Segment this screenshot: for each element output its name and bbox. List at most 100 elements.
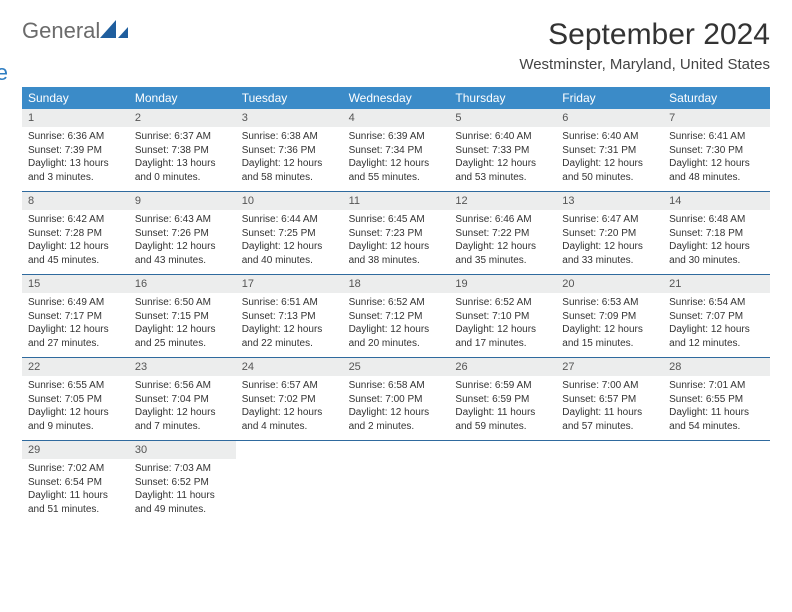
day-number: 29 bbox=[22, 441, 129, 459]
day-cell: 18Sunrise: 6:52 AMSunset: 7:12 PMDayligh… bbox=[343, 275, 450, 357]
sunrise-text: Sunrise: 6:57 AM bbox=[242, 379, 337, 393]
weekday-tuesday: Tuesday bbox=[236, 87, 343, 109]
daylight-text: Daylight: 11 hours and 51 minutes. bbox=[28, 489, 123, 516]
sunrise-text: Sunrise: 6:51 AM bbox=[242, 296, 337, 310]
day-cell: 26Sunrise: 6:59 AMSunset: 6:59 PMDayligh… bbox=[449, 358, 556, 440]
daylight-text: Daylight: 12 hours and 58 minutes. bbox=[242, 157, 337, 184]
weekday-saturday: Saturday bbox=[663, 87, 770, 109]
day-number: 18 bbox=[343, 275, 450, 293]
sunset-text: Sunset: 7:12 PM bbox=[349, 310, 444, 324]
month-title: September 2024 bbox=[519, 18, 770, 52]
daylight-text: Daylight: 12 hours and 45 minutes. bbox=[28, 240, 123, 267]
sunset-text: Sunset: 7:33 PM bbox=[455, 144, 550, 158]
day-number: 6 bbox=[556, 109, 663, 127]
weekday-monday: Monday bbox=[129, 87, 236, 109]
daylight-text: Daylight: 12 hours and 20 minutes. bbox=[349, 323, 444, 350]
day-details: Sunrise: 6:41 AMSunset: 7:30 PMDaylight:… bbox=[663, 127, 770, 190]
day-details: Sunrise: 6:53 AMSunset: 7:09 PMDaylight:… bbox=[556, 293, 663, 356]
day-number: 8 bbox=[22, 192, 129, 210]
day-number: 16 bbox=[129, 275, 236, 293]
day-number: 30 bbox=[129, 441, 236, 459]
sunset-text: Sunset: 7:25 PM bbox=[242, 227, 337, 241]
day-details: Sunrise: 6:59 AMSunset: 6:59 PMDaylight:… bbox=[449, 376, 556, 439]
day-number: 26 bbox=[449, 358, 556, 376]
day-cell bbox=[343, 441, 450, 523]
sunrise-text: Sunrise: 6:58 AM bbox=[349, 379, 444, 393]
week-row: 1Sunrise: 6:36 AMSunset: 7:39 PMDaylight… bbox=[22, 109, 770, 192]
sunrise-text: Sunrise: 6:36 AM bbox=[28, 130, 123, 144]
logo-sail-icon bbox=[100, 20, 130, 40]
sunrise-text: Sunrise: 6:59 AM bbox=[455, 379, 550, 393]
sunrise-text: Sunrise: 6:46 AM bbox=[455, 213, 550, 227]
weekday-friday: Friday bbox=[556, 87, 663, 109]
daylight-text: Daylight: 12 hours and 17 minutes. bbox=[455, 323, 550, 350]
day-details: Sunrise: 6:55 AMSunset: 7:05 PMDaylight:… bbox=[22, 376, 129, 439]
sunset-text: Sunset: 7:10 PM bbox=[455, 310, 550, 324]
daylight-text: Daylight: 12 hours and 4 minutes. bbox=[242, 406, 337, 433]
sunrise-text: Sunrise: 6:38 AM bbox=[242, 130, 337, 144]
sunset-text: Sunset: 6:55 PM bbox=[669, 393, 764, 407]
day-cell: 3Sunrise: 6:38 AMSunset: 7:36 PMDaylight… bbox=[236, 109, 343, 191]
day-cell: 21Sunrise: 6:54 AMSunset: 7:07 PMDayligh… bbox=[663, 275, 770, 357]
day-cell: 22Sunrise: 6:55 AMSunset: 7:05 PMDayligh… bbox=[22, 358, 129, 440]
daylight-text: Daylight: 11 hours and 59 minutes. bbox=[455, 406, 550, 433]
day-number: 3 bbox=[236, 109, 343, 127]
day-details: Sunrise: 7:01 AMSunset: 6:55 PMDaylight:… bbox=[663, 376, 770, 439]
day-number: 13 bbox=[556, 192, 663, 210]
day-number: 14 bbox=[663, 192, 770, 210]
day-cell: 15Sunrise: 6:49 AMSunset: 7:17 PMDayligh… bbox=[22, 275, 129, 357]
weekday-wednesday: Wednesday bbox=[343, 87, 450, 109]
daylight-text: Daylight: 13 hours and 0 minutes. bbox=[135, 157, 230, 184]
title-block: September 2024 Westminster, Maryland, Un… bbox=[519, 18, 770, 73]
daylight-text: Daylight: 12 hours and 22 minutes. bbox=[242, 323, 337, 350]
day-details: Sunrise: 6:52 AMSunset: 7:12 PMDaylight:… bbox=[343, 293, 450, 356]
sunset-text: Sunset: 7:39 PM bbox=[28, 144, 123, 158]
sunrise-text: Sunrise: 6:56 AM bbox=[135, 379, 230, 393]
sunset-text: Sunset: 7:02 PM bbox=[242, 393, 337, 407]
sunset-text: Sunset: 7:22 PM bbox=[455, 227, 550, 241]
day-details: Sunrise: 6:49 AMSunset: 7:17 PMDaylight:… bbox=[22, 293, 129, 356]
weekday-header-row: Sunday Monday Tuesday Wednesday Thursday… bbox=[22, 87, 770, 109]
sunrise-text: Sunrise: 6:49 AM bbox=[28, 296, 123, 310]
day-details: Sunrise: 7:02 AMSunset: 6:54 PMDaylight:… bbox=[22, 459, 129, 522]
week-row: 8Sunrise: 6:42 AMSunset: 7:28 PMDaylight… bbox=[22, 192, 770, 275]
sunrise-text: Sunrise: 6:53 AM bbox=[562, 296, 657, 310]
day-number: 9 bbox=[129, 192, 236, 210]
day-details: Sunrise: 6:42 AMSunset: 7:28 PMDaylight:… bbox=[22, 210, 129, 273]
day-cell: 7Sunrise: 6:41 AMSunset: 7:30 PMDaylight… bbox=[663, 109, 770, 191]
sunset-text: Sunset: 6:59 PM bbox=[455, 393, 550, 407]
day-details: Sunrise: 6:57 AMSunset: 7:02 PMDaylight:… bbox=[236, 376, 343, 439]
sunrise-text: Sunrise: 6:39 AM bbox=[349, 130, 444, 144]
daylight-text: Daylight: 11 hours and 49 minutes. bbox=[135, 489, 230, 516]
sunrise-text: Sunrise: 6:52 AM bbox=[349, 296, 444, 310]
day-details: Sunrise: 6:58 AMSunset: 7:00 PMDaylight:… bbox=[343, 376, 450, 439]
day-number: 19 bbox=[449, 275, 556, 293]
sunset-text: Sunset: 7:18 PM bbox=[669, 227, 764, 241]
day-details: Sunrise: 6:54 AMSunset: 7:07 PMDaylight:… bbox=[663, 293, 770, 356]
day-number: 10 bbox=[236, 192, 343, 210]
day-number: 25 bbox=[343, 358, 450, 376]
day-number: 27 bbox=[556, 358, 663, 376]
daylight-text: Daylight: 12 hours and 15 minutes. bbox=[562, 323, 657, 350]
sunset-text: Sunset: 7:30 PM bbox=[669, 144, 764, 158]
day-cell bbox=[236, 441, 343, 523]
week-row: 29Sunrise: 7:02 AMSunset: 6:54 PMDayligh… bbox=[22, 441, 770, 523]
weeks-container: 1Sunrise: 6:36 AMSunset: 7:39 PMDaylight… bbox=[22, 109, 770, 523]
weekday-sunday: Sunday bbox=[22, 87, 129, 109]
day-details: Sunrise: 6:45 AMSunset: 7:23 PMDaylight:… bbox=[343, 210, 450, 273]
sunrise-text: Sunrise: 6:41 AM bbox=[669, 130, 764, 144]
calendar-page: General Blue September 2024 Westminster,… bbox=[0, 0, 792, 541]
week-row: 22Sunrise: 6:55 AMSunset: 7:05 PMDayligh… bbox=[22, 358, 770, 441]
sunset-text: Sunset: 7:20 PM bbox=[562, 227, 657, 241]
day-cell: 1Sunrise: 6:36 AMSunset: 7:39 PMDaylight… bbox=[22, 109, 129, 191]
sunrise-text: Sunrise: 6:42 AM bbox=[28, 213, 123, 227]
day-cell: 5Sunrise: 6:40 AMSunset: 7:33 PMDaylight… bbox=[449, 109, 556, 191]
day-details: Sunrise: 6:47 AMSunset: 7:20 PMDaylight:… bbox=[556, 210, 663, 273]
sunrise-text: Sunrise: 6:47 AM bbox=[562, 213, 657, 227]
sunset-text: Sunset: 6:57 PM bbox=[562, 393, 657, 407]
day-cell: 16Sunrise: 6:50 AMSunset: 7:15 PMDayligh… bbox=[129, 275, 236, 357]
day-cell: 23Sunrise: 6:56 AMSunset: 7:04 PMDayligh… bbox=[129, 358, 236, 440]
day-details: Sunrise: 6:39 AMSunset: 7:34 PMDaylight:… bbox=[343, 127, 450, 190]
daylight-text: Daylight: 12 hours and 27 minutes. bbox=[28, 323, 123, 350]
day-cell bbox=[449, 441, 556, 523]
